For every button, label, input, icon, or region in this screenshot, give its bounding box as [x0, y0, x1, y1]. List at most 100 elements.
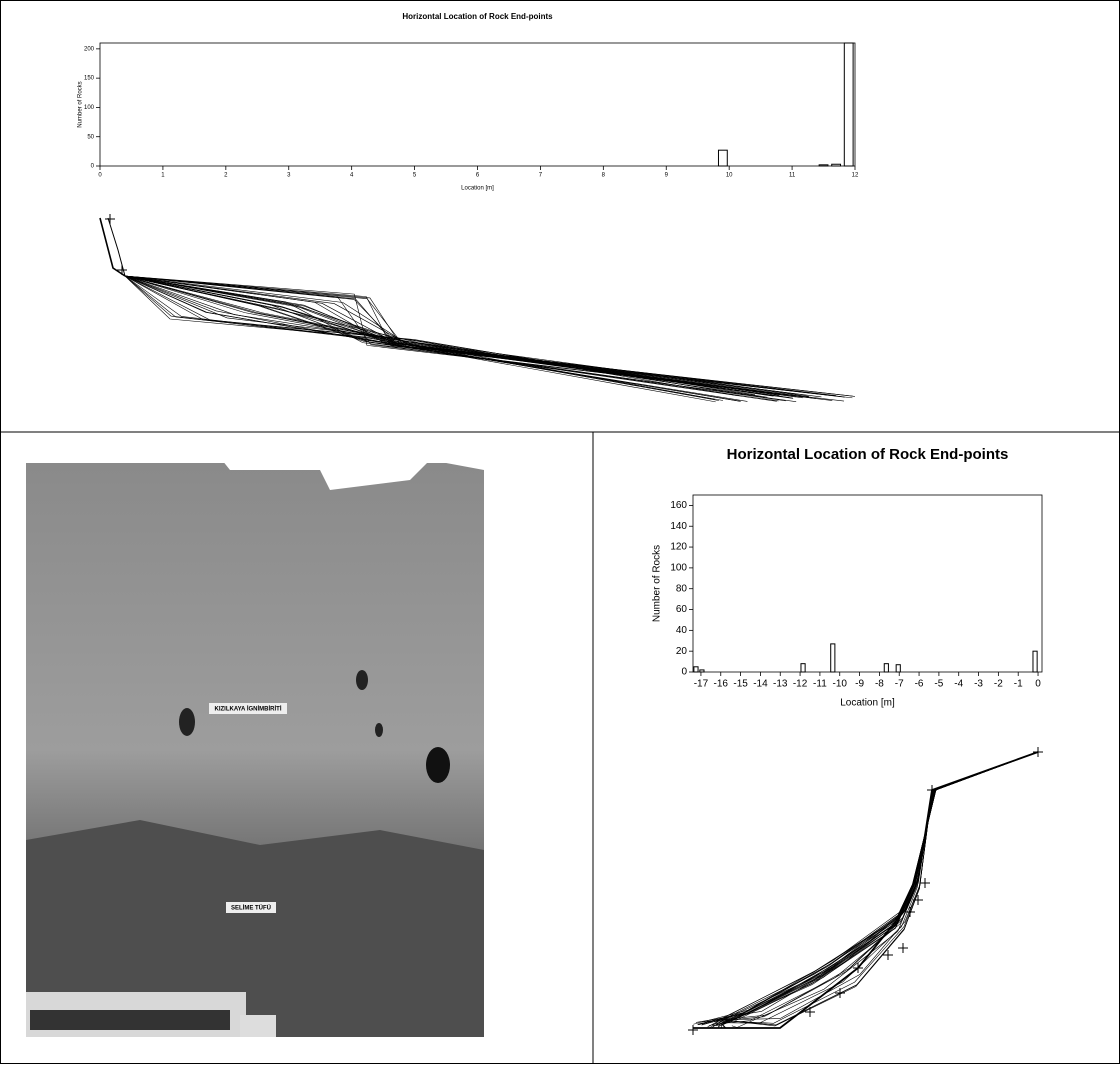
trajectory: [693, 752, 1038, 1024]
x-tick-label: -1: [1014, 679, 1023, 690]
y-tick-label: 0: [91, 164, 95, 170]
x-tick-label: -13: [773, 679, 788, 690]
x-tick-label: 0: [98, 172, 102, 178]
bar: [844, 43, 853, 166]
chart-title: Horizontal Location of Rock End-points: [727, 446, 1009, 463]
x-tick-label: 0: [1035, 679, 1041, 690]
trajectory: [728, 752, 1038, 1026]
trajectory: [125, 276, 715, 400]
x-tick-label: -16: [714, 679, 729, 690]
trajectory: [717, 752, 1038, 1024]
trajectory: [125, 276, 723, 400]
trajectory: [721, 752, 1038, 1028]
y-tick-label: 100: [670, 563, 687, 574]
y-tick-label: 50: [87, 134, 94, 140]
x-tick-label: 11: [789, 172, 796, 178]
photo-label: KIZILKAYA İGNİMBİRİTİ: [214, 706, 281, 713]
bar: [896, 665, 900, 672]
trajectory: [100, 218, 125, 276]
bar: [801, 664, 805, 672]
trajectory: [698, 752, 1038, 1024]
trajectory: [719, 752, 1038, 1028]
cave: [375, 723, 383, 737]
bar: [700, 670, 704, 672]
trajectory: [726, 752, 1038, 1025]
y-tick-label: 200: [84, 46, 95, 52]
x-tick-label: 10: [726, 172, 733, 178]
bar: [831, 644, 835, 672]
y-axis-label: Number of Rocks: [78, 81, 84, 127]
x-tick-label: -2: [994, 679, 1003, 690]
x-tick-label: -14: [753, 679, 768, 690]
x-tick-label: -10: [833, 679, 848, 690]
y-tick-label: 40: [676, 625, 688, 636]
trajectory: [713, 752, 1038, 1026]
plot-frame: [693, 495, 1042, 672]
y-tick-label: 80: [676, 583, 688, 594]
trajectory: [693, 752, 1038, 1028]
trajectory: [722, 752, 1038, 1023]
bus-window: [30, 1010, 230, 1030]
trajectory: [698, 752, 1038, 1025]
trajectory: [723, 752, 1038, 1028]
bar: [1033, 651, 1037, 672]
chart-title: Horizontal Location of Rock End-points: [402, 12, 553, 21]
y-tick-label: 140: [670, 521, 687, 532]
y-tick-label: 60: [676, 604, 688, 615]
x-tick-label: 4: [350, 172, 354, 178]
x-axis-label: Location [m]: [461, 186, 494, 192]
x-tick-label: -9: [855, 679, 864, 690]
x-tick-label: -5: [934, 679, 943, 690]
x-tick-label: 6: [476, 172, 480, 178]
trajectory: [698, 752, 1038, 1025]
y-tick-label: 100: [84, 105, 95, 111]
trajectory: [708, 752, 1038, 1022]
x-tick-label: -11: [813, 679, 827, 690]
x-tick-label: 7: [539, 172, 543, 178]
x-tick-label: -7: [895, 679, 904, 690]
y-tick-label: 20: [676, 646, 688, 657]
x-tick-label: 12: [852, 172, 859, 178]
x-tick-label: -15: [733, 679, 748, 690]
x-tick-label: -4: [954, 679, 963, 690]
y-tick-label: 120: [670, 542, 687, 553]
trajectory: [722, 752, 1038, 1028]
x-tick-label: 8: [602, 172, 606, 178]
trajectory: [726, 752, 1038, 1025]
trajectory: [702, 752, 1038, 1024]
x-tick-label: 3: [287, 172, 291, 178]
trajectory: [712, 752, 1038, 1020]
y-axis-label: Number of Rocks: [652, 545, 663, 622]
y-tick-label: 150: [84, 76, 95, 82]
trajectory: [732, 752, 1038, 1027]
x-tick-label: 9: [665, 172, 669, 178]
x-axis-label: Location [m]: [840, 698, 895, 709]
trajectory: [716, 752, 1038, 1026]
trajectory: [723, 752, 1038, 1023]
trajectory: [702, 752, 1038, 1025]
y-tick-label: 0: [681, 667, 687, 678]
photo-label: SELİME TÜFÜ: [231, 905, 271, 912]
trajectory: [712, 752, 1038, 1027]
x-tick-label: -17: [694, 679, 709, 690]
trajectory: [709, 752, 1038, 1026]
cave: [179, 708, 195, 736]
photo: KIZILKAYA İGNİMBİRİTİ SELİME TÜFÜ: [26, 445, 484, 1037]
trajectory: [704, 752, 1038, 1022]
x-tick-label: 5: [413, 172, 417, 178]
x-tick-label: 2: [224, 172, 228, 178]
x-tick-label: -8: [875, 679, 884, 690]
trajectory: [710, 752, 1038, 1028]
bus: [240, 1015, 276, 1037]
trajectory: [713, 752, 1038, 1026]
y-tick-label: 160: [670, 500, 687, 511]
bar: [819, 165, 828, 166]
trajectory: [718, 752, 1038, 1027]
trajectory: [125, 276, 719, 401]
bar: [694, 667, 698, 672]
plot-frame: [100, 43, 855, 166]
cave: [356, 670, 368, 690]
figure: KIZILKAYA İGNİMBİRİTİ SELİME TÜFÜ Horizo…: [0, 0, 1120, 1064]
bar: [832, 164, 841, 166]
x-tick-label: -3: [974, 679, 983, 690]
